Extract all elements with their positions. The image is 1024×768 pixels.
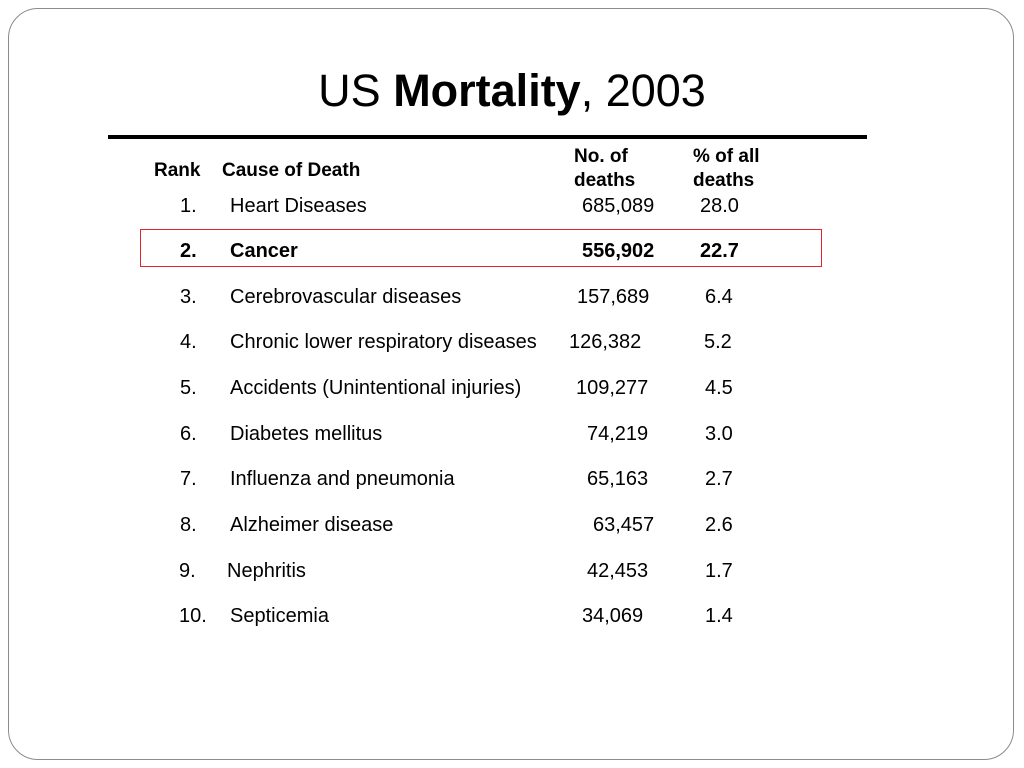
row-1-rank: 1. <box>180 195 197 217</box>
row-10-percent: 1.4 <box>705 605 733 627</box>
row-10-rank: 10. <box>179 605 207 627</box>
header-deaths-line2: deaths <box>574 170 636 191</box>
row-5-rank: 5. <box>180 377 197 399</box>
row-9-cause: Nephritis <box>227 560 306 582</box>
header-percent: % of all deaths <box>693 145 760 193</box>
title-prefix: US <box>318 65 394 116</box>
row-3-cause: Cerebrovascular diseases <box>230 286 462 308</box>
header-deaths: No. of deaths <box>574 145 635 193</box>
row-4-rank: 4. <box>180 331 197 353</box>
title-suffix: , 2003 <box>580 65 706 116</box>
row-2-percent: 22.7 <box>700 240 739 262</box>
row-10-deaths: 34,069 <box>582 605 644 627</box>
row-4-percent: 5.2 <box>704 331 732 353</box>
row-1-deaths: 685,089 <box>582 195 655 217</box>
row-3-percent: 6.4 <box>705 286 733 308</box>
header-deaths-line1: No. of <box>574 146 628 167</box>
row-6-cause: Diabetes mellitus <box>230 423 383 445</box>
row-7-percent: 2.7 <box>705 468 733 490</box>
header-percent-line2: deaths <box>693 170 755 191</box>
row-9-percent: 1.7 <box>705 560 733 582</box>
row-8-rank: 8. <box>180 514 197 536</box>
row-9-rank: 9. <box>179 560 196 582</box>
row-3-rank: 3. <box>180 286 197 308</box>
row-4-cause: Chronic lower respiratory diseases <box>230 331 537 353</box>
row-8-cause: Alzheimer disease <box>230 514 394 536</box>
row-6-percent: 3.0 <box>705 423 733 445</box>
row-10-cause: Septicemia <box>230 605 329 627</box>
row-7-rank: 7. <box>180 468 197 490</box>
highlight-box <box>140 229 822 267</box>
row-2-rank: 2. <box>180 240 197 262</box>
row-7-cause: Influenza and pneumonia <box>230 468 455 490</box>
row-9-deaths: 42,453 <box>587 560 649 582</box>
header-percent-line1: % of all <box>693 146 760 167</box>
slide-title: US Mortality, 2003 <box>9 63 1015 119</box>
slide: US Mortality, 2003 Rank Cause of Death N… <box>8 8 1014 760</box>
row-5-deaths: 109,277 <box>576 377 649 399</box>
header-rank: Rank <box>154 160 201 181</box>
header-cause: Cause of Death <box>222 160 361 181</box>
row-5-cause: Accidents (Unintentional injuries) <box>230 377 522 399</box>
row-8-percent: 2.6 <box>705 514 733 536</box>
row-1-cause: Heart Diseases <box>230 195 367 217</box>
row-3-deaths: 157,689 <box>577 286 650 308</box>
row-4-deaths: 126,382 <box>569 331 642 353</box>
row-8-deaths: 63,457 <box>593 514 655 536</box>
row-5-percent: 4.5 <box>705 377 733 399</box>
row-6-rank: 6. <box>180 423 197 445</box>
row-2-cause: Cancer <box>230 240 298 262</box>
row-6-deaths: 74,219 <box>587 423 649 445</box>
row-1-percent: 28.0 <box>700 195 739 217</box>
title-emphasis: Mortality <box>393 65 581 116</box>
title-divider <box>108 135 867 139</box>
row-2-deaths: 556,902 <box>582 240 655 262</box>
row-7-deaths: 65,163 <box>587 468 649 490</box>
